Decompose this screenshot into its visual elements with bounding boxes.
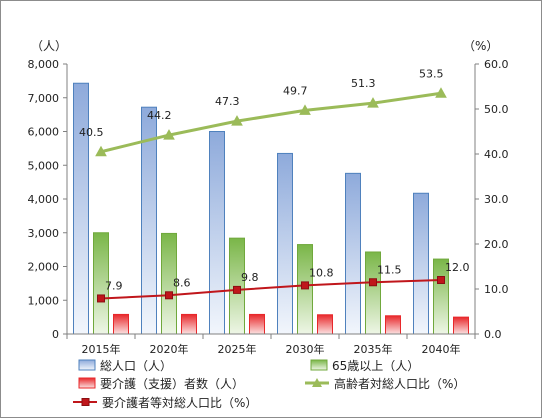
legend-label: 総人口（人） <box>100 359 172 373</box>
right-tick-label: 40.0 <box>484 148 509 161</box>
bar-care-needed <box>453 316 469 335</box>
x-tick-label: 2040年 <box>422 342 461 356</box>
left-tick-label: 0 <box>52 328 59 341</box>
left-tick-label: 1,000 <box>28 294 60 307</box>
data-label-care-ratio: 12.0 <box>445 261 470 274</box>
bar-care-needed <box>317 314 333 335</box>
right-axis-unit: （%） <box>463 39 498 53</box>
left-axis-unit: （人） <box>31 39 67 53</box>
data-label-elderly-ratio: 53.5 <box>419 67 444 80</box>
triangle-marker <box>95 145 107 157</box>
data-label-elderly-ratio: 49.7 <box>283 84 308 97</box>
data-label-care-ratio: 9.8 <box>241 271 259 284</box>
right-tick-label: 10.0 <box>484 283 509 296</box>
right-tick-label: 60.0 <box>484 58 509 71</box>
legend-swatch <box>310 359 328 371</box>
axes <box>66 64 476 335</box>
legend-triangle-marker <box>312 378 322 387</box>
square-marker <box>301 281 309 290</box>
line-care-ratio <box>100 279 442 300</box>
left-tick-label: 6,000 <box>28 126 60 139</box>
triangle-marker <box>299 104 311 115</box>
bar-care-needed <box>385 315 401 335</box>
data-label-elderly-ratio: 40.5 <box>79 126 104 139</box>
x-axis-ticks: 2015年 2020年 2025年 2030年 2035年 2040年 <box>66 334 476 356</box>
square-marker <box>165 291 173 300</box>
legend-label: 65歳以上（人） <box>332 359 419 373</box>
legend-label: 要介護者等対総人口比（%） <box>102 395 257 410</box>
x-tick-label: 2015年 <box>82 342 121 356</box>
bar-total-population <box>73 82 89 335</box>
triangle-marker <box>231 115 243 126</box>
triangle-marker <box>163 129 175 140</box>
square-marker <box>233 285 241 294</box>
bar-total-population <box>277 152 293 335</box>
square-marker <box>97 294 105 303</box>
left-tick-label: 4,000 <box>28 193 60 206</box>
left-tick-label: 7,000 <box>28 92 60 105</box>
legend: 総人口（人） 65歳以上（人） 要介護（支援）者数（人） 高齢者対総人口比（%） 要介護… <box>73 359 465 410</box>
square-marker <box>369 278 377 287</box>
legend-square-marker <box>81 398 90 406</box>
x-tick-label: 2030年 <box>286 342 325 356</box>
left-tick-label: 5,000 <box>28 159 60 172</box>
data-label-care-ratio: 10.8 <box>309 266 334 279</box>
legend-label: 高齢者対総人口比（%） <box>334 376 465 391</box>
data-label-care-ratio: 8.6 <box>173 276 191 289</box>
x-tick-label: 2035年 <box>354 342 393 356</box>
triangle-marker <box>367 97 379 108</box>
bar-care-needed <box>113 313 129 335</box>
bar-total-population <box>345 172 361 335</box>
line-elderly-ratio <box>100 91 442 154</box>
data-label-care-ratio: 11.5 <box>377 263 402 276</box>
right-tick-label: 50.0 <box>484 103 509 116</box>
x-tick-label: 2025年 <box>218 342 257 356</box>
left-axis-ticks: 0 1,000 2,000 3,000 4,000 5,000 6,000 7,000 8,00… <box>28 58 67 341</box>
data-label-care-ratio: 7.9 <box>105 279 123 292</box>
left-tick-label: 3,000 <box>28 227 60 240</box>
bar-total-population <box>413 192 429 335</box>
right-axis-ticks: 0.0 10.0 20.0 30.0 40.0 50.0 60.0 <box>475 58 509 341</box>
bar-layer <box>73 82 469 335</box>
left-tick-label: 8,000 <box>28 58 60 71</box>
legend-swatch <box>78 359 96 371</box>
x-tick-label: 2020年 <box>150 342 189 356</box>
legend-swatch <box>78 377 96 389</box>
square-marker <box>437 276 445 284</box>
triangle-marker <box>435 87 447 98</box>
legend-label: 要介護（支援）者数（人） <box>100 376 244 391</box>
data-label-elderly-ratio: 51.3 <box>351 77 376 90</box>
right-tick-label: 20.0 <box>484 238 509 251</box>
line-layer: 40.5 44.2 47.3 49.7 51.3 53.5 7.9 8.6 9.8 10.8 11.… <box>79 67 470 303</box>
right-tick-label: 0.0 <box>484 328 502 341</box>
right-tick-label: 30.0 <box>484 193 509 206</box>
bar-total-population <box>209 131 225 335</box>
bar-care-needed <box>181 313 197 335</box>
data-label-elderly-ratio: 47.3 <box>215 95 240 108</box>
bar-care-needed <box>249 313 265 335</box>
left-tick-label: 2,000 <box>28 261 60 274</box>
data-label-elderly-ratio: 44.2 <box>147 109 172 122</box>
